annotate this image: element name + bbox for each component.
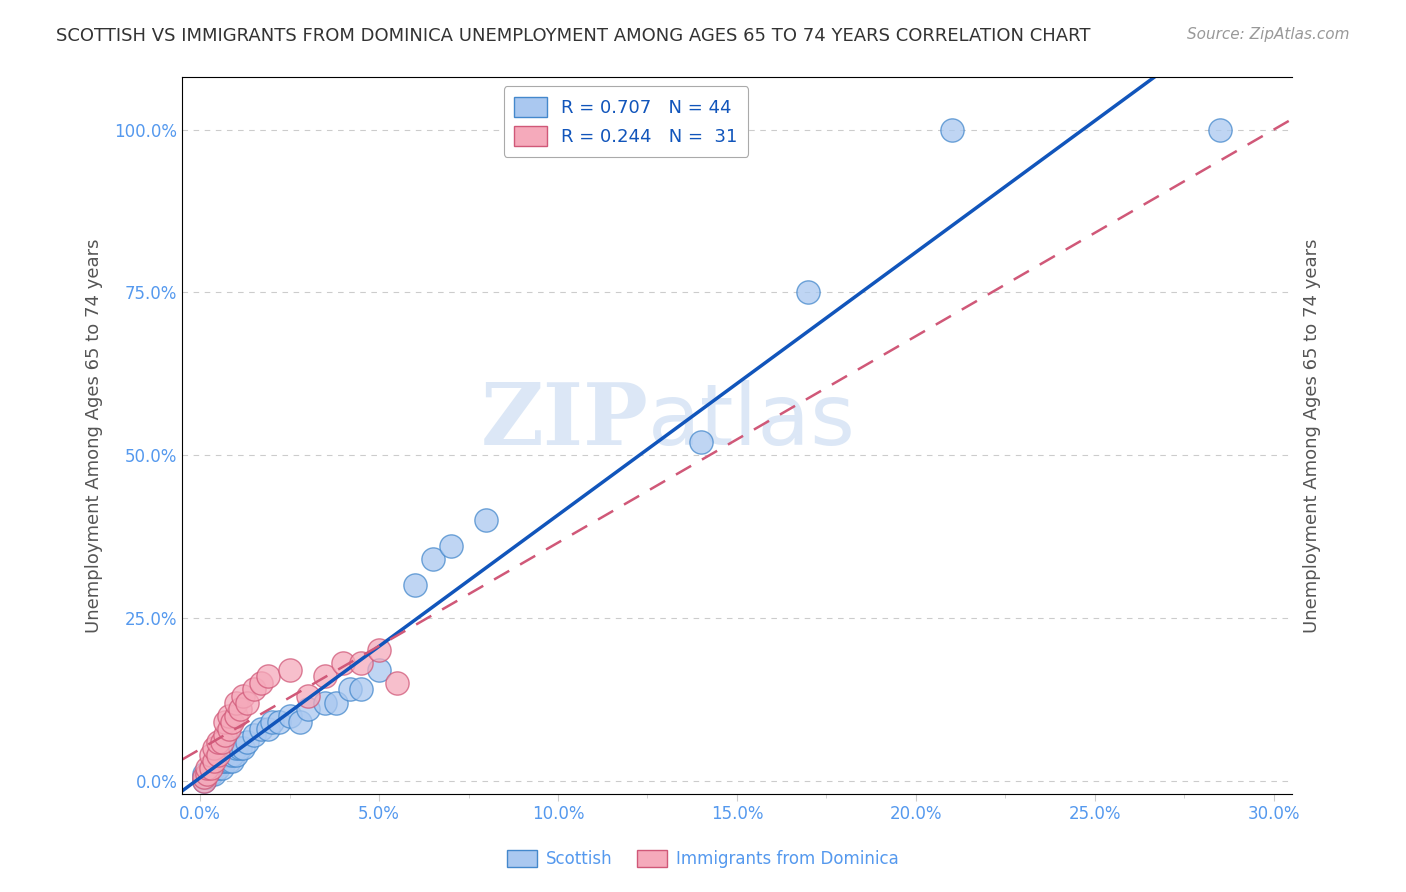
Point	[214, 714, 236, 729]
Point	[314, 696, 336, 710]
Text: atlas: atlas	[648, 380, 856, 463]
Point	[797, 285, 820, 300]
Point	[385, 676, 408, 690]
Point	[204, 741, 226, 756]
Point	[218, 754, 240, 768]
Point	[204, 754, 226, 768]
Point	[195, 767, 218, 781]
Point	[232, 689, 254, 703]
Point	[232, 741, 254, 756]
Point	[235, 734, 257, 748]
Point	[225, 708, 247, 723]
Point	[243, 728, 266, 742]
Point	[211, 754, 233, 768]
Point	[193, 773, 215, 788]
Point	[235, 696, 257, 710]
Point	[278, 663, 301, 677]
Point	[207, 734, 229, 748]
Point	[290, 714, 312, 729]
Text: SCOTTISH VS IMMIGRANTS FROM DOMINICA UNEMPLOYMENT AMONG AGES 65 TO 74 YEARS CORR: SCOTTISH VS IMMIGRANTS FROM DOMINICA UNE…	[56, 27, 1091, 45]
Point	[250, 722, 273, 736]
Point	[193, 767, 215, 781]
Point	[204, 761, 226, 775]
Point	[440, 539, 463, 553]
Point	[200, 761, 222, 775]
Point	[195, 771, 218, 785]
Point	[207, 747, 229, 762]
Point	[368, 643, 391, 657]
Point	[200, 761, 222, 775]
Point	[225, 696, 247, 710]
Point	[228, 702, 250, 716]
Point	[195, 761, 218, 775]
Legend: Scottish, Immigrants from Dominica: Scottish, Immigrants from Dominica	[501, 843, 905, 875]
Point	[211, 734, 233, 748]
Point	[332, 657, 354, 671]
Text: ZIP: ZIP	[481, 379, 648, 463]
Point	[218, 722, 240, 736]
Point	[339, 682, 361, 697]
Point	[225, 747, 247, 762]
Point	[193, 771, 215, 785]
Point	[214, 754, 236, 768]
Point	[404, 578, 426, 592]
Point	[350, 657, 373, 671]
Point	[278, 708, 301, 723]
Point	[260, 714, 283, 729]
Point	[1209, 122, 1232, 136]
Point	[193, 773, 215, 788]
Y-axis label: Unemployment Among Ages 65 to 74 years: Unemployment Among Ages 65 to 74 years	[1303, 238, 1320, 632]
Point	[941, 122, 963, 136]
Point	[207, 761, 229, 775]
Point	[195, 767, 218, 781]
Point	[204, 767, 226, 781]
Point	[218, 747, 240, 762]
Point	[228, 741, 250, 756]
Point	[267, 714, 290, 729]
Point	[297, 689, 319, 703]
Point	[422, 552, 444, 566]
Point	[325, 696, 347, 710]
Point	[211, 761, 233, 775]
Point	[250, 676, 273, 690]
Point	[257, 722, 280, 736]
Point	[350, 682, 373, 697]
Point	[243, 682, 266, 697]
Point	[225, 741, 247, 756]
Point	[221, 754, 243, 768]
Text: Source: ZipAtlas.com: Source: ZipAtlas.com	[1187, 27, 1350, 42]
Point	[193, 771, 215, 785]
Point	[200, 767, 222, 781]
Point	[368, 663, 391, 677]
Point	[207, 754, 229, 768]
Point	[218, 708, 240, 723]
Point	[475, 513, 498, 527]
Y-axis label: Unemployment Among Ages 65 to 74 years: Unemployment Among Ages 65 to 74 years	[86, 238, 103, 632]
Point	[690, 435, 713, 450]
Point	[221, 747, 243, 762]
Legend: R = 0.707   N = 44, R = 0.244   N =  31: R = 0.707 N = 44, R = 0.244 N = 31	[503, 87, 748, 157]
Point	[257, 669, 280, 683]
Point	[297, 702, 319, 716]
Point	[221, 714, 243, 729]
Point	[200, 747, 222, 762]
Point	[314, 669, 336, 683]
Point	[214, 728, 236, 742]
